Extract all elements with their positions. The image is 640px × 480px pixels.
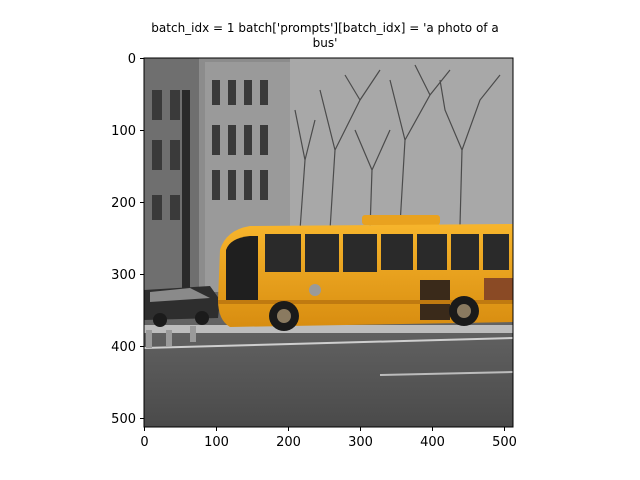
plot-frame [143, 57, 514, 428]
bus-vehicle [218, 215, 513, 331]
photo-image [144, 58, 513, 427]
y-tick-label: 300 [111, 268, 136, 283]
y-tick-label: 200 [111, 196, 136, 211]
x-tick-label: 500 [492, 435, 517, 450]
x-axis: 0 100 200 300 400 500 [140, 427, 517, 450]
plot-title-line2: bus' [312, 36, 338, 50]
x-tick-label: 400 [420, 435, 445, 450]
x-tick-label: 200 [276, 435, 301, 450]
plot-title: batch_idx = 1 batch['prompts'][batch_idx… [120, 21, 530, 51]
y-tick-label: 0 [128, 52, 136, 67]
y-tick-label: 100 [111, 124, 136, 139]
y-tick-label: 500 [111, 412, 136, 427]
x-tick-label: 0 [140, 435, 148, 450]
x-tick-label: 300 [348, 435, 373, 450]
x-tick-label: 100 [204, 435, 229, 450]
plot-title-line1: batch_idx = 1 batch['prompts'][batch_idx… [151, 21, 499, 35]
y-tick-label: 400 [111, 340, 136, 355]
y-axis: 0 100 200 300 400 500 [111, 52, 144, 427]
